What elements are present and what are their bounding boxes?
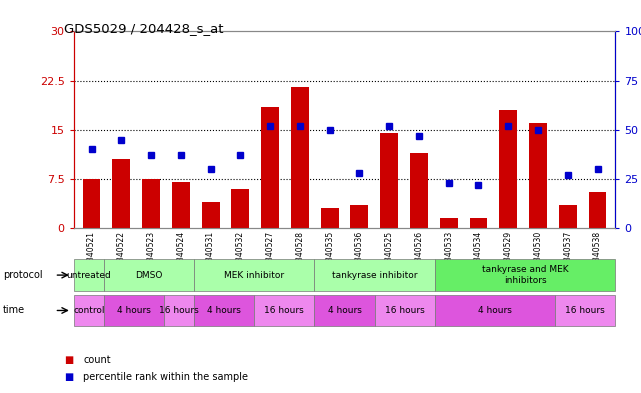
Text: untreated: untreated xyxy=(67,271,111,279)
Text: 16 hours: 16 hours xyxy=(565,306,605,315)
Text: MEK inhibitor: MEK inhibitor xyxy=(224,271,285,279)
Bar xyxy=(529,123,547,228)
Bar xyxy=(262,107,279,228)
Text: ■: ■ xyxy=(64,372,73,382)
Bar xyxy=(351,205,369,228)
Text: 4 hours: 4 hours xyxy=(478,306,512,315)
Bar xyxy=(559,205,577,228)
Bar xyxy=(588,192,606,228)
Bar xyxy=(440,218,458,228)
Text: percentile rank within the sample: percentile rank within the sample xyxy=(83,372,248,382)
Bar xyxy=(291,87,309,228)
Bar xyxy=(469,218,487,228)
Text: 4 hours: 4 hours xyxy=(117,306,151,315)
Text: 16 hours: 16 hours xyxy=(159,306,199,315)
Text: DMSO: DMSO xyxy=(135,271,163,279)
Text: 4 hours: 4 hours xyxy=(328,306,362,315)
Bar xyxy=(499,110,517,228)
Text: 16 hours: 16 hours xyxy=(385,306,424,315)
Text: tankyrase and MEK
inhibitors: tankyrase and MEK inhibitors xyxy=(482,265,569,285)
Bar xyxy=(231,189,249,228)
Bar xyxy=(142,179,160,228)
Bar xyxy=(172,182,190,228)
Text: tankyrase inhibitor: tankyrase inhibitor xyxy=(332,271,417,279)
Bar xyxy=(83,179,101,228)
Bar xyxy=(202,202,219,228)
Text: count: count xyxy=(83,354,111,365)
Text: ■: ■ xyxy=(64,354,73,365)
Text: protocol: protocol xyxy=(3,270,43,280)
Text: 16 hours: 16 hours xyxy=(265,306,304,315)
Bar xyxy=(410,152,428,228)
Text: time: time xyxy=(3,305,26,316)
Text: control: control xyxy=(73,306,104,315)
Bar xyxy=(380,133,398,228)
Text: GDS5029 / 204428_s_at: GDS5029 / 204428_s_at xyxy=(64,22,224,35)
Bar xyxy=(112,159,130,228)
Bar xyxy=(320,208,338,228)
Text: 4 hours: 4 hours xyxy=(207,306,241,315)
